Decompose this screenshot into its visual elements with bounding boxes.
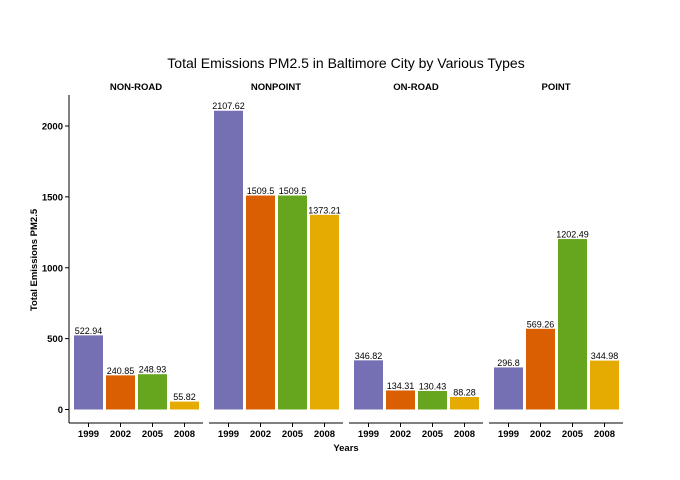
panel-label: NONPOINT — [251, 82, 301, 93]
x-tick-label: 2002 — [250, 429, 271, 440]
data-label: 134.31 — [387, 381, 415, 391]
x-tick-label: 2002 — [390, 429, 411, 440]
y-tick-label: 2000 — [42, 122, 63, 133]
bar — [310, 214, 339, 410]
bar — [558, 239, 587, 410]
x-tick-label: 2005 — [422, 429, 444, 440]
data-label: 240.85 — [107, 366, 135, 376]
panel-label: NON-ROAD — [110, 82, 162, 93]
x-tick-label: 2008 — [314, 429, 335, 440]
bar — [526, 328, 555, 410]
bar — [278, 195, 307, 410]
bar — [170, 401, 199, 410]
y-tick-label: 1500 — [42, 192, 63, 203]
data-label: 1373.21 — [308, 205, 341, 215]
y-tick-label: 500 — [47, 334, 63, 345]
y-axis-title: Total Emissions PM2.5 — [29, 208, 40, 311]
x-tick-label: 2002 — [530, 429, 551, 440]
bar — [494, 367, 523, 410]
data-label: 1509.5 — [247, 186, 275, 196]
y-tick-label: 1000 — [42, 263, 63, 274]
panel-label: ON-ROAD — [393, 82, 439, 93]
x-axis-title: Years — [333, 443, 358, 454]
data-label: 248.93 — [139, 365, 167, 375]
data-label: 55.82 — [173, 392, 196, 402]
bar — [246, 195, 275, 410]
y-tick-label: 0 — [58, 405, 63, 416]
x-tick-label: 1999 — [358, 429, 379, 440]
x-tick-label: 2008 — [594, 429, 615, 440]
x-tick-label: 1999 — [78, 429, 99, 440]
bar — [386, 390, 415, 410]
x-tick-label: 1999 — [498, 429, 519, 440]
data-label: 88.28 — [453, 387, 476, 397]
bar — [590, 360, 619, 410]
bar — [74, 335, 103, 410]
x-tick-label: 2008 — [454, 429, 475, 440]
x-tick-label: 2008 — [174, 429, 195, 440]
data-label: 1509.5 — [279, 186, 307, 196]
data-label: 344.98 — [591, 351, 619, 361]
bar — [138, 374, 167, 410]
x-tick-label: 1999 — [218, 429, 239, 440]
data-label: 130.43 — [419, 382, 447, 392]
data-label: 1202.49 — [556, 230, 589, 240]
bar — [354, 360, 383, 410]
x-tick-label: 2002 — [110, 429, 131, 440]
plot-area: 0 500 1000 1500 2000 NON-ROAD 522.94 1999 240.85… — [42, 82, 623, 440]
data-label: 2107.62 — [212, 101, 245, 111]
bar — [450, 396, 479, 410]
chart-title: Total Emissions PM2.5 in Baltimore City … — [167, 55, 524, 71]
data-label: 569.26 — [527, 319, 555, 329]
bar — [214, 110, 243, 410]
bar — [106, 375, 135, 410]
bar — [418, 391, 447, 410]
x-tick-label: 2005 — [562, 429, 584, 440]
data-label: 346.82 — [355, 351, 383, 361]
panel-label: POINT — [541, 82, 570, 93]
data-label: 296.8 — [497, 358, 520, 368]
x-tick-label: 2005 — [142, 429, 164, 440]
data-label: 522.94 — [75, 326, 103, 336]
x-tick-label: 2005 — [282, 429, 304, 440]
